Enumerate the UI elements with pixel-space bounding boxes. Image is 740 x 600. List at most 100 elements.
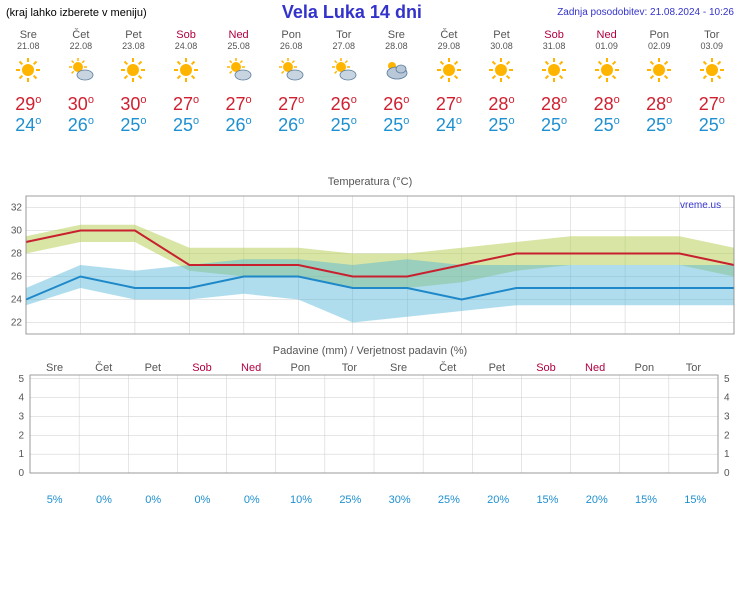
precip-percent: 15% xyxy=(671,494,720,506)
day-header: Sre21.08 xyxy=(2,29,55,51)
svg-text:32: 32 xyxy=(11,203,23,214)
day-header: Sob31.08 xyxy=(528,29,581,51)
high-temp: 27o xyxy=(160,94,213,115)
weather-icon xyxy=(160,55,213,90)
precip-percent: 0% xyxy=(178,494,227,506)
precip-chart: SreČetPetSobNedPonTorSreČetPetSobNedPonT… xyxy=(0,359,740,494)
day-name: Sob xyxy=(160,29,213,41)
weather-icon xyxy=(580,55,633,90)
low-temp: 25o xyxy=(633,115,686,136)
weather-icon xyxy=(686,55,739,90)
day-name: Pet xyxy=(475,29,528,41)
high-temp: 28o xyxy=(528,94,581,115)
precip-percent: 30% xyxy=(375,494,424,506)
day-header: Tor03.09 xyxy=(686,29,739,51)
svg-text:2: 2 xyxy=(18,430,24,441)
low-temp: 25o xyxy=(370,115,423,136)
precip-chart-title: Padavine (mm) / Verjetnost padavin (%) xyxy=(0,345,740,357)
svg-text:24: 24 xyxy=(11,295,23,306)
precip-percent: 25% xyxy=(424,494,473,506)
svg-text:Tor: Tor xyxy=(686,362,702,374)
svg-text:Sob: Sob xyxy=(192,362,212,374)
day-header: Pon02.09 xyxy=(633,29,686,51)
svg-text:4: 4 xyxy=(18,393,24,404)
svg-text:22: 22 xyxy=(11,318,23,329)
day-header: Pet23.08 xyxy=(107,29,160,51)
precip-percent: 0% xyxy=(227,494,276,506)
day-date: 31.08 xyxy=(528,41,581,51)
weather-icon xyxy=(212,55,265,90)
svg-text:Pet: Pet xyxy=(489,362,506,374)
weather-icon xyxy=(370,55,423,90)
page-title: Vela Luka 14 dni xyxy=(282,2,422,23)
svg-text:1: 1 xyxy=(18,449,24,460)
svg-text:Sob: Sob xyxy=(536,362,556,374)
low-temp: 25o xyxy=(528,115,581,136)
svg-text:0: 0 xyxy=(724,468,730,479)
svg-text:26: 26 xyxy=(11,272,23,283)
svg-text:Ned: Ned xyxy=(585,362,605,374)
high-temp: 28o xyxy=(580,94,633,115)
weather-icon xyxy=(317,55,370,90)
day-header: Sre28.08 xyxy=(370,29,423,51)
svg-text:Pon: Pon xyxy=(634,362,654,374)
precip-percent: 10% xyxy=(276,494,325,506)
day-header: Ned01.09 xyxy=(580,29,633,51)
precip-percent: 15% xyxy=(523,494,572,506)
high-temp: 28o xyxy=(475,94,528,115)
menu-hint[interactable]: (kraj lahko izberete v meniju) xyxy=(6,7,147,19)
high-temp: 28o xyxy=(633,94,686,115)
weather-icon xyxy=(55,55,108,90)
day-date: 23.08 xyxy=(107,41,160,51)
day-date: 26.08 xyxy=(265,41,318,51)
high-temp-row: 29o30o30o27o27o27o26o26o27o28o28o28o28o2… xyxy=(0,94,740,115)
day-date: 29.08 xyxy=(423,41,476,51)
day-name: Ned xyxy=(580,29,633,41)
precip-percent: 0% xyxy=(129,494,178,506)
low-temp: 26o xyxy=(55,115,108,136)
day-date: 21.08 xyxy=(2,41,55,51)
svg-text:vreme.us: vreme.us xyxy=(680,200,721,211)
day-header: Ned25.08 xyxy=(212,29,265,51)
day-date: 22.08 xyxy=(55,41,108,51)
low-temp: 25o xyxy=(160,115,213,136)
day-date: 24.08 xyxy=(160,41,213,51)
svg-text:Sre: Sre xyxy=(46,362,63,374)
day-name: Pet xyxy=(107,29,160,41)
day-date: 28.08 xyxy=(370,41,423,51)
high-temp: 27o xyxy=(686,94,739,115)
svg-text:0: 0 xyxy=(18,468,24,479)
low-temp: 24o xyxy=(2,115,55,136)
svg-text:2: 2 xyxy=(724,430,730,441)
svg-text:Čet: Čet xyxy=(95,361,112,374)
low-temp: 25o xyxy=(686,115,739,136)
low-temp: 25o xyxy=(475,115,528,136)
day-header: Čet29.08 xyxy=(423,29,476,51)
svg-text:3: 3 xyxy=(18,411,24,422)
low-temp-row: 24o26o25o25o26o26o25o25o24o25o25o25o25o2… xyxy=(0,115,740,136)
header: (kraj lahko izberete v meniju) Vela Luka… xyxy=(0,0,740,25)
day-name: Sre xyxy=(2,29,55,41)
day-name: Čet xyxy=(55,29,108,41)
precip-percent: 15% xyxy=(621,494,670,506)
svg-text:Tor: Tor xyxy=(342,362,358,374)
day-name: Čet xyxy=(423,29,476,41)
day-header: Sob24.08 xyxy=(160,29,213,51)
svg-text:3: 3 xyxy=(724,411,730,422)
day-header: Tor27.08 xyxy=(317,29,370,51)
high-temp: 27o xyxy=(265,94,318,115)
day-header: Pet30.08 xyxy=(475,29,528,51)
day-name: Pon xyxy=(633,29,686,41)
day-header: Čet22.08 xyxy=(55,29,108,51)
high-temp: 26o xyxy=(317,94,370,115)
day-name: Pon xyxy=(265,29,318,41)
last-updated: Zadnja posodobitev: 21.08.2024 - 10:26 xyxy=(557,7,734,18)
low-temp: 25o xyxy=(580,115,633,136)
low-temp: 24o xyxy=(423,115,476,136)
high-temp: 26o xyxy=(370,94,423,115)
day-date: 25.08 xyxy=(212,41,265,51)
weather-icon xyxy=(528,55,581,90)
weather-icon xyxy=(2,55,55,90)
svg-text:28: 28 xyxy=(11,249,23,260)
day-date: 30.08 xyxy=(475,41,528,51)
